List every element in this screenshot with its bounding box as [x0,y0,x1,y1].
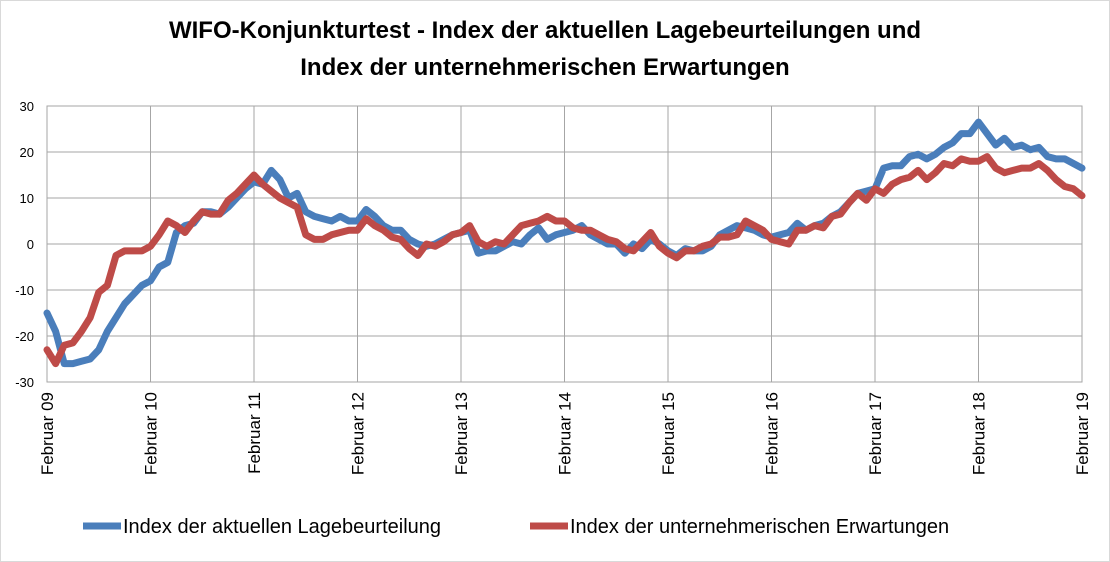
y-tick-label: -30 [15,375,34,390]
x-tick-label: Februar 18 [970,392,989,475]
y-tick-label: 10 [20,191,34,206]
x-tick-label: Februar 16 [763,392,782,475]
legend-label: Index der aktuellen Lagebeurteilung [123,516,441,538]
x-tick-label: Februar 11 [245,392,264,474]
y-tick-label: -10 [15,283,34,298]
x-tick-label: Februar 12 [349,392,368,475]
plot-border [46,105,1083,383]
x-tick-label: Februar 19 [1073,392,1092,475]
x-tick-label: Februar 15 [659,392,678,475]
x-tick-label: Februar 13 [452,392,471,475]
y-tick-label: 0 [27,237,34,252]
x-tick-label: Februar 17 [866,392,885,475]
series-line [43,153,1086,368]
x-tick-label: Februar 09 [38,392,57,475]
y-tick-label: 30 [20,99,34,114]
chart-subtitle: Index der unternehmerischen Erwartungen [300,54,789,81]
x-tick-label: Februar 10 [142,392,161,475]
chart-title: WIFO-Konjunkturtest - Index der aktuelle… [169,17,921,44]
y-tick-label: -20 [15,329,34,344]
y-tick-label: 20 [20,145,34,160]
legend-label: Index der unternehmerischen Erwartungen [570,516,949,538]
x-tick-label: Februar 14 [556,392,575,475]
